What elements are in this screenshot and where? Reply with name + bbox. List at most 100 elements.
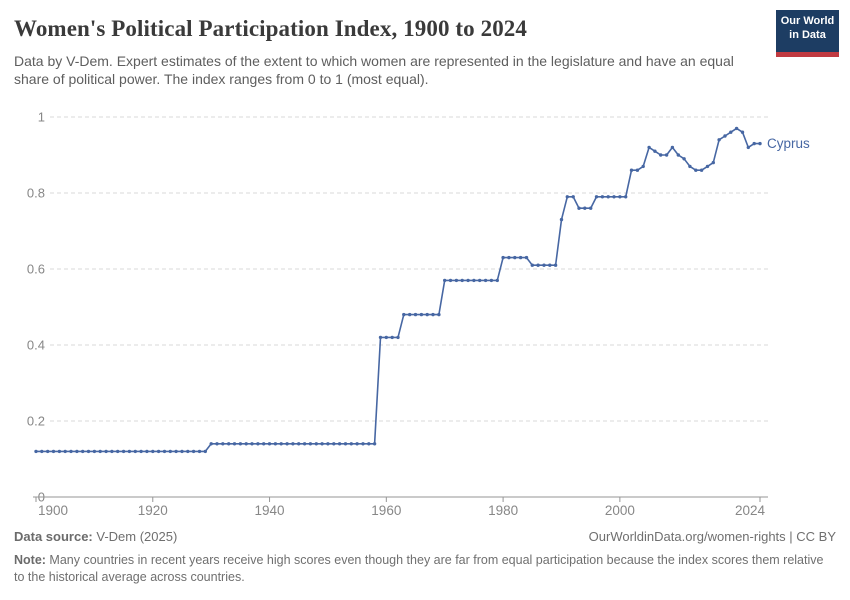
data-point[interactable] bbox=[466, 278, 470, 283]
data-point[interactable] bbox=[320, 442, 324, 446]
data-point[interactable] bbox=[729, 130, 733, 134]
data-point[interactable] bbox=[139, 449, 143, 454]
data-point[interactable] bbox=[589, 206, 593, 210]
data-point[interactable] bbox=[676, 153, 680, 157]
data-point[interactable] bbox=[408, 312, 412, 317]
data-point[interactable] bbox=[460, 278, 464, 283]
data-point[interactable] bbox=[402, 312, 406, 317]
data-point[interactable] bbox=[279, 442, 283, 446]
data-point[interactable] bbox=[378, 335, 383, 340]
data-point[interactable] bbox=[577, 206, 581, 210]
data-point[interactable] bbox=[454, 278, 459, 283]
entity-label[interactable]: Cyprus bbox=[767, 136, 810, 151]
data-point[interactable] bbox=[57, 449, 62, 454]
data-point[interactable] bbox=[524, 255, 529, 260]
owid-link[interactable]: OurWorldinData.org/women-rights | CC BY bbox=[588, 529, 836, 544]
data-point[interactable] bbox=[571, 195, 575, 199]
data-point[interactable] bbox=[443, 278, 447, 283]
data-point[interactable] bbox=[110, 449, 114, 454]
data-point[interactable] bbox=[717, 138, 721, 142]
data-point[interactable] bbox=[553, 263, 558, 267]
data-point[interactable] bbox=[583, 206, 587, 210]
data-point[interactable] bbox=[542, 263, 546, 267]
data-point[interactable] bbox=[40, 449, 44, 454]
data-point[interactable] bbox=[647, 145, 651, 150]
data-point[interactable] bbox=[168, 449, 172, 454]
data-point[interactable] bbox=[413, 312, 418, 317]
data-point[interactable] bbox=[244, 442, 248, 446]
data-point[interactable] bbox=[273, 442, 278, 446]
series-line-cyprus[interactable] bbox=[35, 127, 761, 453]
data-point[interactable] bbox=[221, 442, 225, 446]
data-point[interactable] bbox=[98, 449, 102, 454]
data-point[interactable] bbox=[723, 134, 727, 138]
data-point[interactable] bbox=[734, 126, 739, 131]
data-point[interactable] bbox=[133, 449, 137, 454]
data-point[interactable] bbox=[285, 442, 289, 446]
data-point[interactable] bbox=[355, 442, 359, 446]
data-point[interactable] bbox=[46, 449, 50, 454]
data-point[interactable] bbox=[565, 195, 569, 199]
data-point[interactable] bbox=[81, 449, 85, 454]
data-point[interactable] bbox=[250, 442, 254, 446]
data-point[interactable] bbox=[606, 195, 610, 199]
data-point[interactable] bbox=[332, 442, 336, 446]
data-point[interactable] bbox=[752, 141, 756, 146]
data-point[interactable] bbox=[501, 255, 505, 260]
data-point[interactable] bbox=[396, 335, 400, 340]
data-point[interactable] bbox=[349, 442, 353, 446]
data-point[interactable] bbox=[127, 449, 132, 454]
data-point[interactable] bbox=[659, 153, 663, 157]
data-point[interactable] bbox=[670, 145, 675, 150]
data-point[interactable] bbox=[746, 145, 750, 150]
data-point[interactable] bbox=[425, 312, 429, 317]
data-point[interactable] bbox=[361, 442, 365, 446]
data-point[interactable] bbox=[419, 312, 424, 317]
data-point[interactable] bbox=[448, 278, 453, 283]
data-point[interactable] bbox=[104, 449, 108, 454]
data-point[interactable] bbox=[758, 141, 762, 146]
data-point[interactable] bbox=[116, 449, 120, 454]
data-point[interactable] bbox=[682, 157, 686, 161]
data-point[interactable] bbox=[291, 442, 295, 446]
data-point[interactable] bbox=[653, 149, 657, 153]
data-point[interactable] bbox=[34, 449, 38, 454]
data-point[interactable] bbox=[51, 449, 56, 454]
data-point[interactable] bbox=[238, 442, 243, 446]
data-point[interactable] bbox=[232, 442, 237, 446]
data-point[interactable] bbox=[69, 449, 73, 454]
data-point[interactable] bbox=[75, 449, 79, 454]
data-point[interactable] bbox=[629, 168, 634, 172]
data-point[interactable] bbox=[314, 442, 318, 446]
data-point[interactable] bbox=[600, 195, 605, 199]
data-point[interactable] bbox=[186, 449, 190, 454]
data-point[interactable] bbox=[162, 449, 167, 454]
data-point[interactable] bbox=[711, 160, 715, 165]
data-point[interactable] bbox=[337, 442, 342, 446]
data-point[interactable] bbox=[559, 217, 564, 222]
data-point[interactable] bbox=[262, 442, 266, 446]
data-point[interactable] bbox=[372, 442, 377, 446]
data-point[interactable] bbox=[326, 442, 330, 446]
data-point[interactable] bbox=[664, 153, 669, 157]
data-point[interactable] bbox=[624, 195, 628, 199]
data-point[interactable] bbox=[203, 449, 207, 454]
data-point[interactable] bbox=[618, 195, 622, 199]
data-point[interactable] bbox=[507, 255, 511, 260]
data-point[interactable] bbox=[86, 449, 91, 454]
data-point[interactable] bbox=[641, 164, 645, 169]
data-point[interactable] bbox=[174, 449, 178, 454]
owid-logo[interactable]: Our World in Data bbox=[776, 10, 839, 57]
data-point[interactable] bbox=[227, 442, 231, 446]
data-point[interactable] bbox=[302, 442, 307, 446]
data-point[interactable] bbox=[92, 449, 97, 454]
data-point[interactable] bbox=[594, 195, 599, 199]
data-point[interactable] bbox=[297, 442, 301, 446]
data-point[interactable] bbox=[431, 312, 435, 317]
data-point[interactable] bbox=[209, 442, 213, 446]
data-point[interactable] bbox=[367, 442, 371, 446]
data-point[interactable] bbox=[705, 164, 710, 169]
data-point[interactable] bbox=[694, 168, 698, 172]
data-point[interactable] bbox=[518, 255, 523, 260]
data-point[interactable] bbox=[530, 263, 534, 267]
